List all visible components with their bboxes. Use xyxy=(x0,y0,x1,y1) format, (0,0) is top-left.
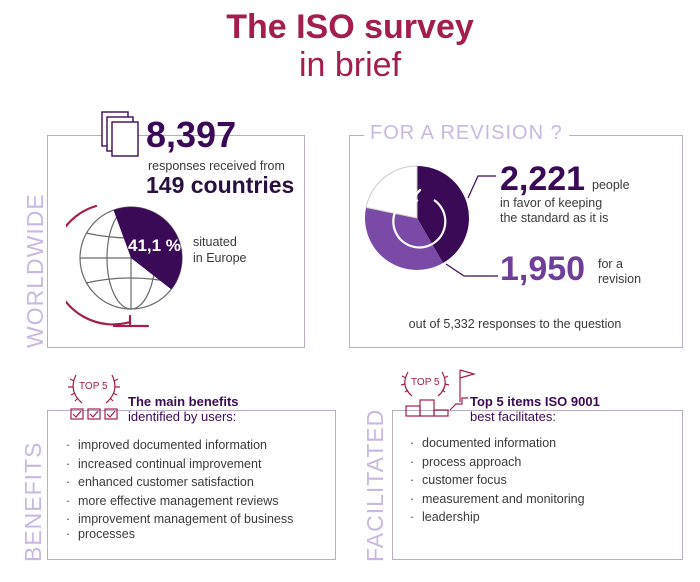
list-item: customer focus xyxy=(410,471,672,490)
laurel-top5-icon xyxy=(68,374,120,420)
benefits-heading: The main benefits identified by users: xyxy=(128,394,239,424)
list-item: more effective management reviews xyxy=(66,492,328,511)
facilitated-heading-normal: best facilitates: xyxy=(470,409,556,424)
europe-text-line1: situated xyxy=(193,235,237,249)
list-item: process approach xyxy=(410,453,672,472)
keep-text-line3: the standard as it is xyxy=(500,211,609,225)
keep-slice xyxy=(417,166,469,264)
revise-slice xyxy=(365,207,444,270)
list-item: leadership xyxy=(410,508,672,527)
europe-text-line2: in Europe xyxy=(193,251,247,265)
keep-text-line1: people xyxy=(592,178,630,192)
europe-percent: 41,1 % xyxy=(128,236,181,255)
responses-text: responses received from xyxy=(148,159,285,173)
page-subtitle: in brief xyxy=(298,46,402,84)
benefits-badge: TOP 5 xyxy=(79,381,108,392)
worldwide-side-label: WORLDWIDE xyxy=(22,193,48,348)
revise-connector xyxy=(445,263,498,277)
facilitated-heading-bold: Top 5 items ISO 9001 xyxy=(470,394,600,409)
document-stack-icon xyxy=(101,111,139,157)
benefits-panel xyxy=(47,410,336,560)
list-item: documented information xyxy=(410,434,672,453)
facilitated-side-label: FACILITATED xyxy=(362,408,388,562)
keep-text-line2: in favor of keeping xyxy=(500,196,603,210)
europe-share-slice xyxy=(113,206,183,290)
benefits-list: improved documented information increase… xyxy=(66,436,328,542)
revise-text-line2: revision xyxy=(598,272,642,286)
responses-count: 8,397 xyxy=(146,114,237,155)
list-item: measurement and monitoring xyxy=(410,490,672,509)
keep-connector xyxy=(467,175,496,199)
revise-text-line1: for a xyxy=(598,257,624,271)
facilitated-badge: TOP 5 xyxy=(411,377,440,388)
list-item: improvement management of business xyxy=(66,512,328,527)
countries-count: 149 countries xyxy=(146,172,295,198)
list-item: increased continual improvement xyxy=(66,455,328,474)
worldwide-panel xyxy=(47,135,305,348)
facilitated-list: documented information process approach … xyxy=(410,434,672,527)
other-slice xyxy=(365,165,418,219)
facilitated-heading: Top 5 items ISO 9001 best facilitates: xyxy=(470,394,600,424)
revise-count: 1,950 xyxy=(500,250,586,288)
globe-icon xyxy=(66,204,183,328)
benefits-side-label: BENEFITS xyxy=(20,441,46,562)
total-responses-text: out of 5,332 responses to the question xyxy=(408,317,622,331)
list-item-continuation: processes xyxy=(66,527,328,542)
page-title: The ISO survey xyxy=(226,8,474,46)
podium-flag-icon xyxy=(400,369,477,417)
keep-count: 2,221 xyxy=(500,160,586,198)
benefits-heading-bold: The main benefits xyxy=(128,394,239,409)
revision-heading: FOR A REVISION ? xyxy=(364,122,569,145)
revision-pie-chart xyxy=(365,165,469,270)
facilitated-panel xyxy=(392,410,683,560)
benefits-heading-normal: identified by users: xyxy=(128,409,237,424)
list-item: improved documented information xyxy=(66,436,328,455)
list-item: enhanced customer satisfaction xyxy=(66,473,328,492)
